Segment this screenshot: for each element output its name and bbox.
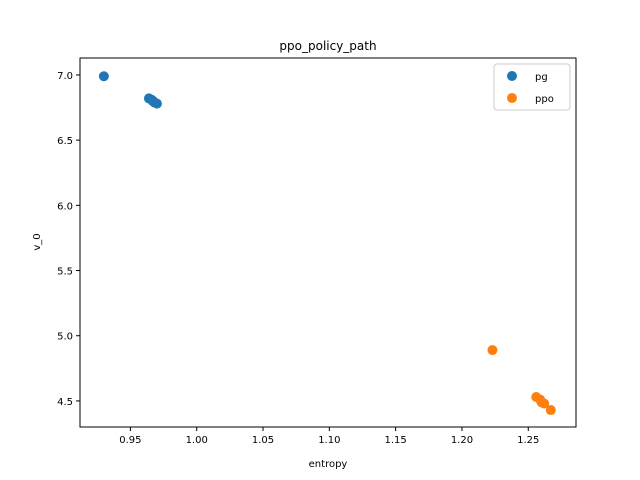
y-tick-label: 5.5 [57,267,73,278]
x-axis: 0.95 1.00 1.05 1.10 1.15 1.20 1.25 [119,427,539,446]
x-tick-label: 0.95 [119,435,141,446]
legend-marker-pg [507,71,517,81]
legend-label-ppo: ppo [535,94,554,105]
y-tick-label: 6.5 [57,136,73,147]
legend-label-pg: pg [535,72,548,83]
legend: pg ppo [493,63,571,111]
y-axis: 4.5 5.0 5.5 6.0 6.5 7.0 [57,71,80,408]
x-tick-label: 1.00 [186,435,208,446]
x-tick-label: 1.25 [517,435,539,446]
point-ppo-5 [545,405,556,416]
plot-frame [79,57,577,428]
y-tick-label: 7.0 [57,71,73,82]
x-tick-label: 1.10 [318,435,340,446]
x-tick-label: 1.20 [451,435,473,446]
point-pg-5 [151,98,162,109]
y-axis-label: v_0 [32,233,43,250]
points-layer [98,71,556,416]
point-ppo-0 [487,345,498,356]
chart-title: ppo_policy_path [279,39,376,53]
legend-frame [493,63,571,111]
x-tick-label: 1.05 [252,435,274,446]
point-pg-0 [98,71,109,82]
y-tick-label: 5.0 [57,332,73,343]
x-axis-label: entropy [309,459,348,470]
y-tick-label: 4.5 [57,397,73,408]
y-tick-label: 6.0 [57,201,73,212]
point-ppo-4 [539,398,550,409]
legend-marker-ppo [507,93,517,103]
x-tick-label: 1.15 [385,435,407,446]
